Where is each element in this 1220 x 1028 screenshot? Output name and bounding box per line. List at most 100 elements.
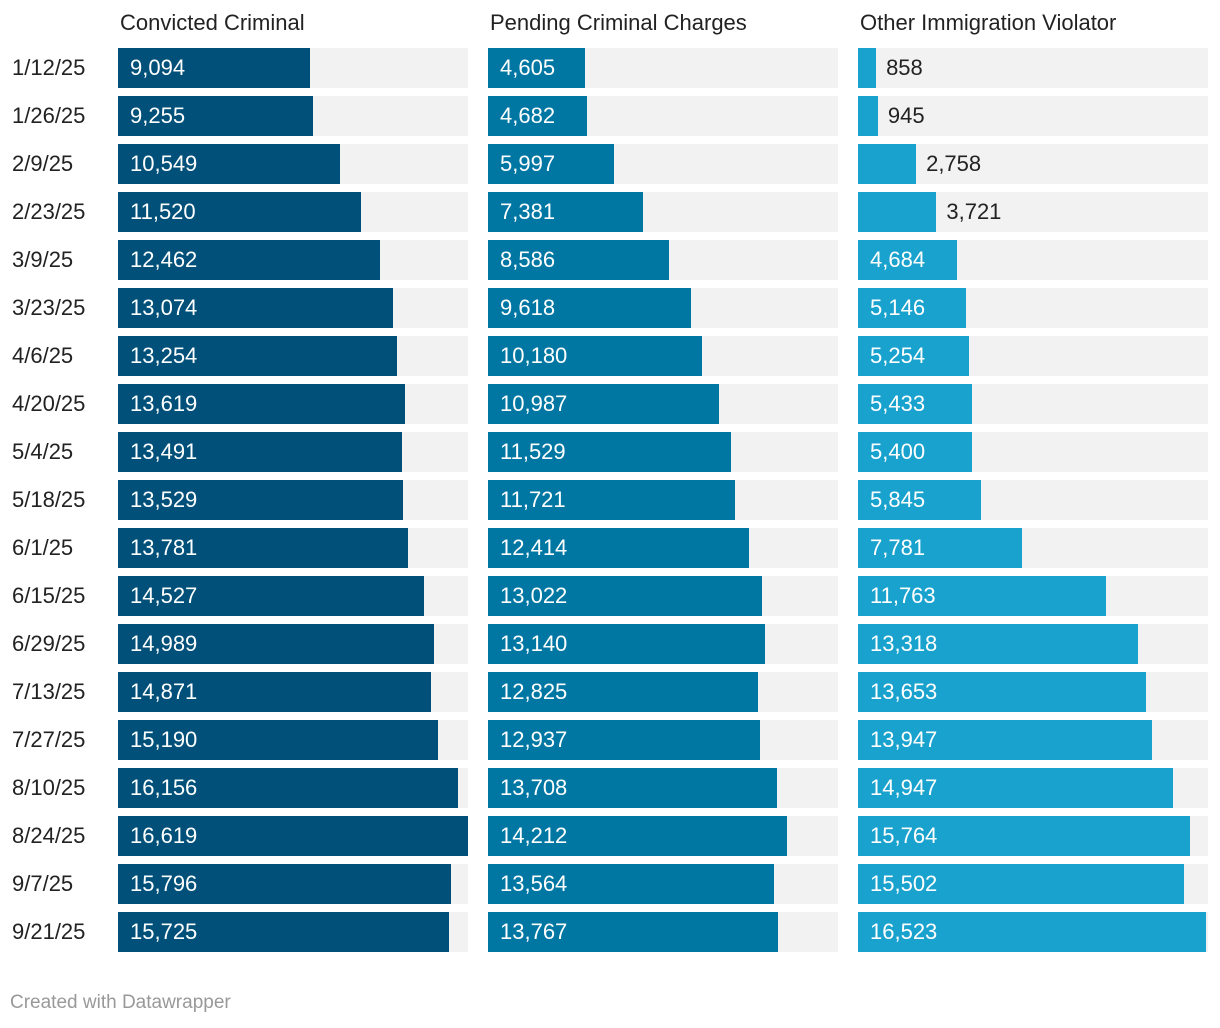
category-label: 1/26/25	[12, 103, 86, 128]
bar-track: 11,520	[118, 192, 468, 232]
data-label: 14,527	[130, 583, 198, 608]
bar	[118, 624, 434, 664]
data-label: 13,022	[500, 583, 568, 608]
data-label: 5,400	[870, 439, 926, 464]
bar	[488, 720, 761, 760]
bar-track: 15,190	[118, 720, 468, 760]
category-label: 5/18/25	[12, 487, 86, 512]
data-label: 13,564	[500, 871, 568, 896]
data-label: 9,255	[130, 103, 186, 128]
bar-track: 12,462	[118, 240, 468, 280]
bar-track: 13,564	[488, 864, 838, 904]
bar	[118, 192, 361, 232]
category-label: 4/6/25	[12, 343, 74, 368]
bar-track: 13,767	[488, 912, 838, 952]
bar-track: 13,074	[118, 288, 468, 328]
data-label: 7,781	[870, 535, 926, 560]
bar-track: 13,140	[488, 624, 838, 664]
bar	[858, 96, 878, 136]
footer-credit[interactable]: Created with Datawrapper	[10, 992, 231, 1013]
bar-track: 14,527	[118, 576, 468, 616]
bar	[118, 576, 424, 616]
data-label: 10,549	[130, 151, 198, 176]
data-label: 11,520	[130, 199, 196, 224]
bar-track: 12,937	[488, 720, 838, 760]
bar	[858, 144, 917, 184]
series-title: Pending Criminal Charges	[490, 10, 747, 35]
data-label: 11,763	[870, 583, 936, 608]
bar-track: 14,989	[118, 624, 468, 664]
category-label: 8/24/25	[12, 823, 86, 848]
data-label: 13,767	[500, 919, 568, 944]
bar	[858, 48, 877, 88]
data-label: 16,156	[130, 775, 198, 800]
category-label: 6/15/25	[12, 583, 86, 608]
data-label: 15,764	[870, 823, 938, 848]
bar	[858, 288, 967, 328]
data-label: 4,682	[500, 103, 556, 128]
data-label: 12,414	[500, 535, 568, 560]
bar-track: 8,586	[488, 240, 838, 280]
bar	[118, 480, 403, 520]
bar-track: 13,708	[488, 768, 838, 808]
category-label: 4/20/25	[12, 391, 86, 416]
bar-track: 4,684	[858, 240, 1208, 280]
bar	[858, 624, 1139, 664]
category-label: 9/7/25	[12, 871, 74, 896]
bar-track: 13,491	[118, 432, 468, 472]
bar	[488, 384, 720, 424]
data-label: 13,619	[130, 391, 198, 416]
data-label: 13,781	[130, 535, 198, 560]
data-label: 4,684	[870, 247, 926, 272]
data-label: 13,947	[870, 727, 938, 752]
data-label: 8,586	[500, 247, 556, 272]
category-label: 6/1/25	[12, 535, 74, 560]
bar	[858, 336, 969, 376]
category-label: 5/4/25	[12, 439, 74, 464]
bar-track: 12,825	[488, 672, 838, 712]
bar	[118, 912, 450, 952]
bar-track: 9,618	[488, 288, 838, 328]
bar-track: 16,619	[118, 816, 468, 856]
bar	[118, 672, 432, 712]
data-label: 16,523	[870, 919, 938, 944]
bar	[118, 96, 313, 136]
bar-track: 15,725	[118, 912, 468, 952]
bar	[488, 48, 585, 88]
bar-track: 3,721	[858, 192, 1208, 232]
bar	[118, 528, 409, 568]
bar	[118, 48, 310, 88]
bar	[118, 432, 403, 472]
bar-track: 11,721	[488, 480, 838, 520]
bar-track: 14,947	[858, 768, 1208, 808]
data-label: 5,254	[870, 343, 926, 368]
bar	[858, 768, 1173, 808]
bar-track: 858	[858, 48, 1208, 88]
bar	[118, 240, 381, 280]
data-label: 15,190	[130, 727, 198, 752]
data-label: 945	[887, 103, 925, 128]
data-label: 13,491	[130, 439, 198, 464]
bar-track: 5,400	[858, 432, 1208, 472]
bar-track: 13,529	[118, 480, 468, 520]
bar-track: 9,094	[118, 48, 468, 88]
data-label: 3,721	[946, 199, 1002, 224]
bar	[118, 720, 438, 760]
data-label: 10,987	[500, 391, 568, 416]
category-label: 9/21/25	[12, 919, 86, 944]
category-label: 3/23/25	[12, 295, 86, 320]
bar	[858, 912, 1206, 952]
data-label: 858	[886, 55, 923, 80]
data-label: 14,871	[130, 679, 198, 704]
bar-track: 16,156	[118, 768, 468, 808]
bar-track: 10,549	[118, 144, 468, 184]
bar	[488, 240, 669, 280]
bar	[118, 816, 468, 856]
bar	[118, 288, 394, 328]
bar	[118, 144, 341, 184]
category-label: 1/12/25	[12, 55, 86, 80]
data-label: 11,529	[500, 439, 566, 464]
data-label: 9,618	[500, 295, 556, 320]
bar	[858, 192, 937, 232]
data-label: 14,989	[130, 631, 198, 656]
